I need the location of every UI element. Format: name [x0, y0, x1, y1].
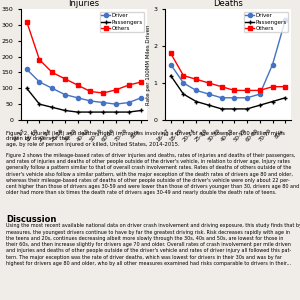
Passengers — [140, 109, 143, 112]
Driver — [76, 96, 80, 100]
Line: Driver: Driver — [169, 18, 287, 100]
Driver — [140, 96, 143, 100]
Driver — [232, 96, 236, 100]
Driver — [245, 96, 249, 100]
Others — [284, 85, 287, 88]
Passengers — [220, 107, 224, 111]
Driver — [194, 88, 198, 92]
Driver — [220, 96, 224, 100]
Passengers — [88, 110, 92, 114]
Text: Using the most recent available national data on driver crash involvement and dr: Using the most recent available national… — [6, 224, 300, 266]
Line: Others: Others — [25, 20, 143, 95]
Text: Figure 2. Injuries (left) and deaths (right) in crashes involving a driver of ag: Figure 2. Injuries (left) and deaths (ri… — [6, 130, 285, 147]
Passengers — [194, 100, 198, 103]
Others — [63, 77, 67, 81]
Driver — [63, 93, 67, 96]
Others — [169, 52, 172, 55]
Others — [194, 77, 198, 81]
Others — [114, 88, 118, 92]
Text: Figure 2 shows the mileage-based rates of driver injuries and deaths, rates of i: Figure 2 shows the mileage-based rates o… — [6, 153, 299, 195]
Others — [88, 90, 92, 93]
Others — [140, 80, 143, 84]
Others — [38, 58, 41, 61]
Line: Driver: Driver — [25, 67, 143, 106]
Others — [127, 83, 130, 87]
Y-axis label: Rate per 100MM Miles Driven: Rate per 100MM Miles Driven — [146, 24, 151, 105]
Driver — [50, 86, 54, 90]
Driver — [271, 63, 274, 66]
Others — [182, 74, 185, 77]
Others — [245, 88, 249, 92]
Passengers — [232, 107, 236, 111]
Driver — [114, 102, 118, 106]
Passengers — [101, 110, 105, 114]
Others — [220, 85, 224, 88]
Passengers — [207, 103, 211, 107]
Passengers — [245, 107, 249, 111]
Passengers — [127, 110, 130, 114]
Driver — [258, 92, 262, 96]
Driver — [101, 101, 105, 104]
Line: Others: Others — [169, 51, 287, 92]
Others — [76, 83, 80, 87]
Others — [25, 20, 28, 23]
Text: Discussion: Discussion — [6, 214, 56, 224]
Passengers — [182, 92, 185, 96]
Passengers — [271, 100, 274, 103]
Passengers — [169, 74, 172, 77]
Legend: Driver, Passengers, Others: Driver, Passengers, Others — [244, 12, 288, 32]
Passengers — [50, 106, 54, 109]
Title: Deaths: Deaths — [213, 0, 243, 8]
Legend: Driver, Passengers, Others: Driver, Passengers, Others — [100, 12, 144, 32]
Driver — [284, 18, 287, 22]
Driver — [88, 99, 92, 103]
Passengers — [114, 110, 118, 114]
Others — [50, 70, 54, 74]
Passengers — [258, 103, 262, 107]
Others — [258, 88, 262, 92]
Others — [207, 81, 211, 85]
Driver — [207, 92, 211, 96]
Driver — [38, 80, 41, 84]
Others — [232, 88, 236, 92]
Passengers — [38, 102, 41, 106]
Line: Passengers: Passengers — [25, 86, 143, 114]
Passengers — [25, 86, 28, 90]
Driver — [25, 68, 28, 71]
Passengers — [63, 109, 67, 112]
Driver — [127, 101, 130, 104]
Others — [271, 85, 274, 88]
Driver — [182, 81, 185, 85]
Title: Injuries: Injuries — [68, 0, 100, 8]
Line: Passengers: Passengers — [169, 74, 287, 111]
Driver — [169, 63, 172, 66]
Passengers — [76, 110, 80, 114]
Others — [101, 91, 105, 95]
Passengers — [284, 96, 287, 100]
